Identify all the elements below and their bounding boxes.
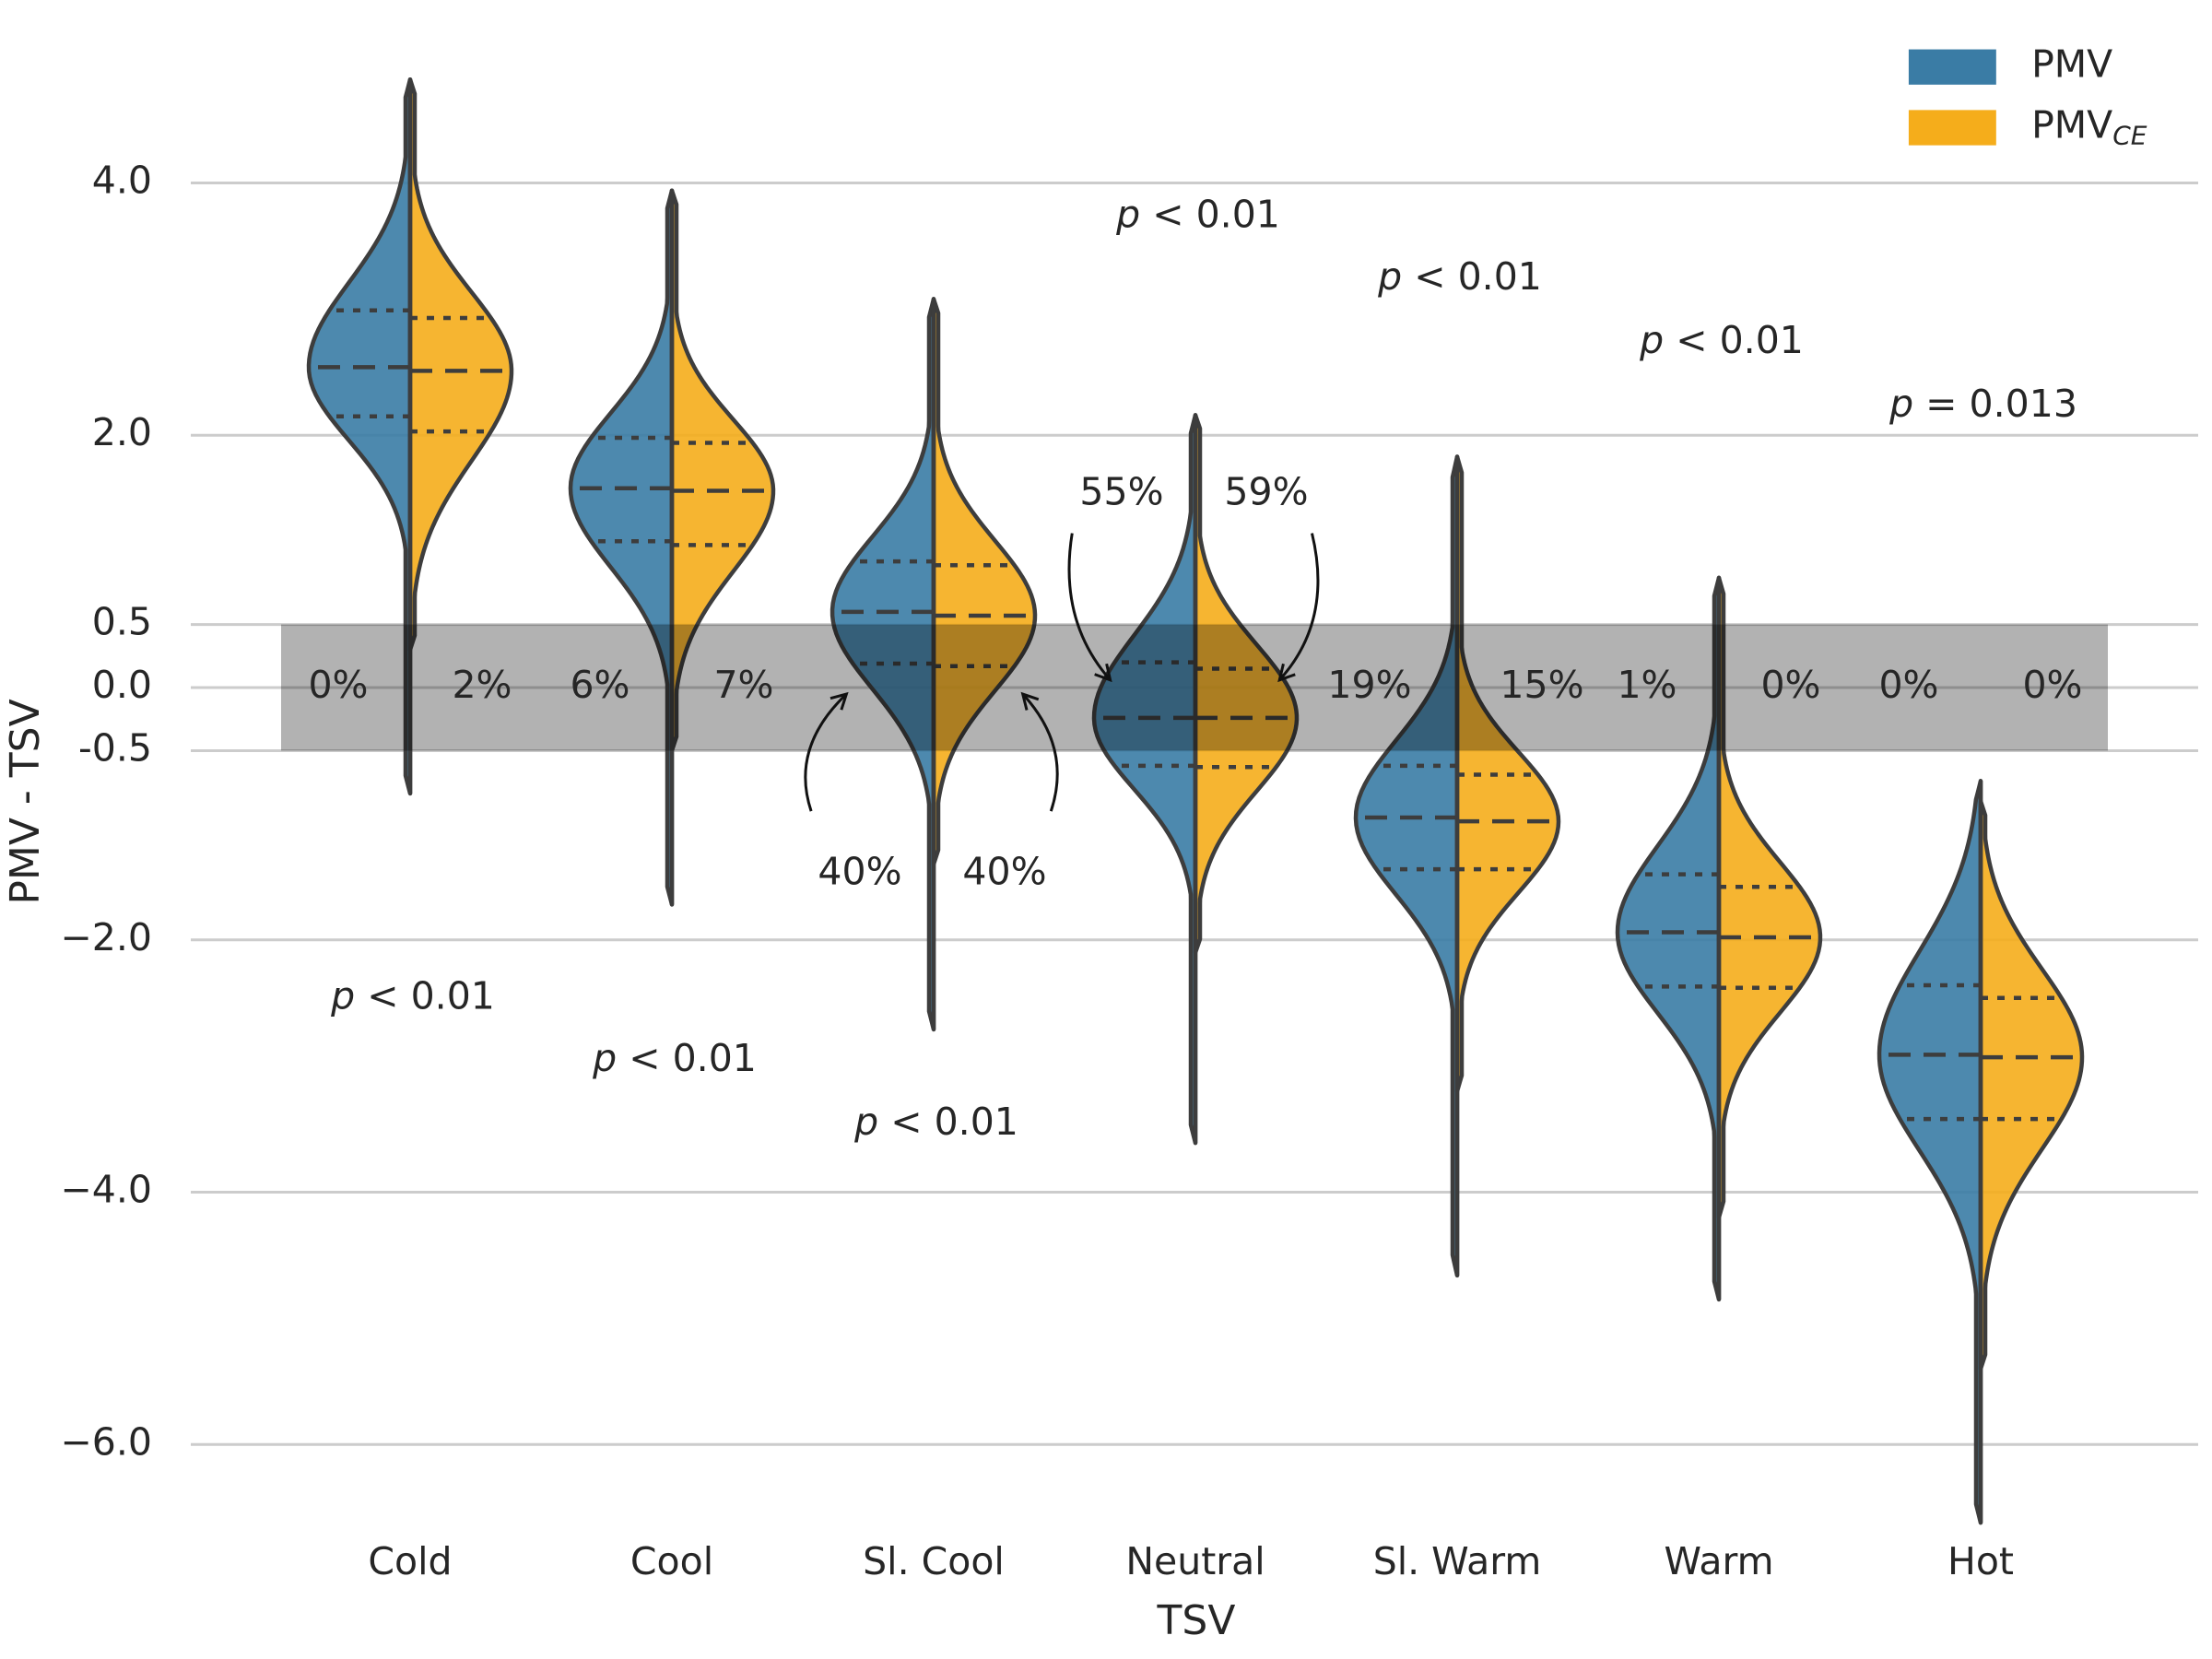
- x-tick-label: Warm: [1664, 1539, 1773, 1583]
- band-share-label: 19%: [1327, 663, 1411, 707]
- y-tick-label: −2.0: [60, 915, 152, 959]
- y-tick-label: −4.0: [60, 1168, 152, 1212]
- arrow-head: [1277, 663, 1296, 683]
- violin-half: [407, 76, 514, 653]
- legend-label: PMVCE: [2031, 103, 2147, 151]
- p-value: p < 0.01: [1377, 254, 1542, 299]
- p-value: p < 0.01: [592, 1036, 757, 1080]
- arrow-head: [1020, 691, 1040, 711]
- band-share-label: 7%: [713, 663, 773, 707]
- annotation-arrow: [1021, 693, 1059, 812]
- y-tick-label: −6.0: [60, 1419, 152, 1464]
- violin-half: [1978, 798, 2085, 1371]
- legend-swatch: [1908, 49, 1996, 85]
- violin-half: [1716, 575, 1823, 1220]
- annotation-arrow: [1067, 533, 1112, 681]
- y-tick-label: 4.0: [92, 158, 152, 202]
- band-share-label: 0%: [2022, 663, 2082, 707]
- y-tick-label: 2.0: [92, 410, 152, 454]
- violin-half: [1193, 413, 1300, 955]
- band-share-label: 40%: [962, 850, 1046, 894]
- violin-half: [1615, 575, 1722, 1302]
- p-value: p < 0.01: [853, 1100, 1018, 1144]
- band-share-label: 0%: [1760, 663, 1820, 707]
- violin-half: [568, 188, 675, 907]
- violin-half: [1091, 413, 1198, 1146]
- violin-half: [931, 297, 1038, 866]
- violin-half: [1353, 454, 1460, 1278]
- legend-label: PMV: [2031, 42, 2112, 87]
- y-tick-label: -0.5: [78, 725, 152, 770]
- x-axis-label: TSV: [1157, 1597, 1236, 1644]
- p-value: p < 0.01: [1639, 318, 1804, 362]
- y-axis-label: PMV - TSV: [2, 699, 49, 904]
- p-value: p = 0.013: [1888, 382, 2077, 426]
- x-tick-label: Sl. Warm: [1373, 1539, 1542, 1583]
- band-share-label: 6%: [570, 663, 629, 707]
- x-tick-label: Sl. Cool: [863, 1539, 1005, 1583]
- x-tick-label: Neutral: [1125, 1539, 1265, 1583]
- band-share-label: 40%: [818, 850, 901, 894]
- x-tick-label: Cold: [368, 1539, 452, 1583]
- violin-half: [1877, 779, 1983, 1525]
- band-share-label: 0%: [308, 663, 368, 707]
- band-share-label: 15%: [1500, 663, 1583, 707]
- band-share-label: 59%: [1224, 470, 1308, 514]
- arrow-head: [830, 691, 849, 711]
- p-value: p < 0.01: [1115, 193, 1280, 237]
- annotation-arrow: [804, 692, 848, 812]
- arrow-head: [1094, 663, 1112, 683]
- x-tick-label: Cool: [630, 1539, 713, 1583]
- annotation-arrow: [1278, 533, 1320, 681]
- band-share-label: 2%: [452, 663, 512, 707]
- band-share-label: 1%: [1617, 663, 1677, 707]
- band-share-label: 55%: [1079, 470, 1163, 514]
- x-tick-label: Hot: [1947, 1539, 2014, 1583]
- band-share-label: 0%: [1878, 663, 1938, 707]
- comfort-band: [281, 624, 2108, 751]
- p-value: p < 0.01: [330, 974, 495, 1018]
- violin-half: [306, 76, 413, 796]
- y-tick-label: 0.5: [92, 600, 152, 644]
- violin-half: [669, 188, 776, 753]
- legend-swatch: [1908, 110, 1996, 146]
- y-tick-label: 0.0: [92, 663, 152, 707]
